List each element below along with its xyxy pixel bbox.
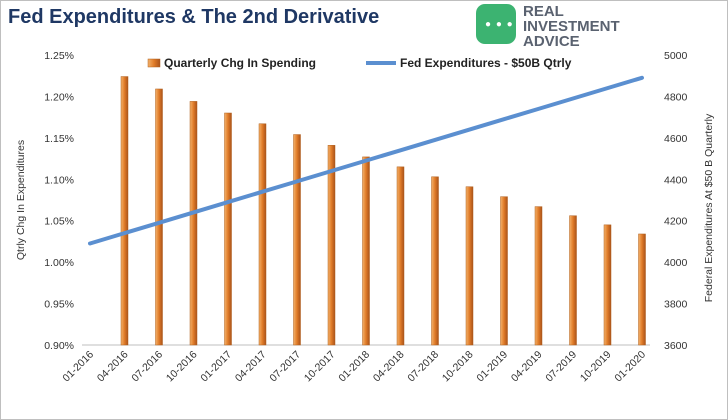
x-tick-label: 07-2019 xyxy=(543,349,579,385)
series-line xyxy=(88,75,644,246)
y2-tick-label: 5000 xyxy=(664,50,688,62)
bar xyxy=(362,156,370,346)
y2-tick-label: 4000 xyxy=(664,257,688,269)
x-tick-label: 01-2019 xyxy=(474,349,510,385)
bar xyxy=(638,233,646,346)
bar xyxy=(603,224,612,346)
y-tick-label: 1.05% xyxy=(44,216,74,228)
y-tick-label: 1.10% xyxy=(44,174,74,186)
x-tick-label: 07-2017 xyxy=(267,349,303,385)
y2-tick-label: 4200 xyxy=(664,216,688,228)
bar xyxy=(189,101,198,346)
bar xyxy=(120,76,129,346)
x-tick-label: 04-2019 xyxy=(509,349,545,385)
bar xyxy=(431,176,439,346)
y-tick-label: 1.20% xyxy=(44,91,74,103)
bar xyxy=(569,215,577,346)
bar xyxy=(224,112,232,346)
x-tick-label: 07-2016 xyxy=(129,349,165,385)
chat-bubble-icon: ● ● ● xyxy=(476,4,516,44)
x-tick-label: 10-2016 xyxy=(164,349,200,385)
bar xyxy=(396,166,405,346)
x-tick-label: 01-2016 xyxy=(60,349,96,385)
y-tick-label: 0.90% xyxy=(44,340,74,352)
brand-logo: ● ● ● REAL INVESTMENT ADVICE xyxy=(476,4,626,50)
bar xyxy=(327,145,336,346)
y2-tick-label: 4400 xyxy=(664,174,688,186)
x-tick-label: 04-2018 xyxy=(371,349,407,385)
x-tick-label: 10-2018 xyxy=(440,349,476,385)
y2-tick-label: 3800 xyxy=(664,299,688,311)
y-tick-label: 1.15% xyxy=(44,133,74,145)
x-tick-label: 10-2017 xyxy=(302,349,338,385)
bar xyxy=(293,134,301,346)
x-tick-label: 04-2016 xyxy=(95,349,131,385)
y2-tick-label: 4600 xyxy=(664,133,688,145)
logo-text: REAL INVESTMENT ADVICE xyxy=(523,3,620,50)
y2-axis-title: Federal Expenditures At $50 B Quarterly xyxy=(703,113,715,302)
x-tick-label: 07-2018 xyxy=(405,349,441,385)
y-tick-label: 0.95% xyxy=(44,299,74,311)
x-tick-label: 10-2019 xyxy=(578,349,614,385)
x-tick-label: 01-2017 xyxy=(198,349,234,385)
bar xyxy=(465,186,474,346)
x-tick-label: 04-2017 xyxy=(233,349,269,385)
x-tick-label: 01-2018 xyxy=(336,349,372,385)
bar xyxy=(258,123,267,346)
y-tick-label: 1.25% xyxy=(44,50,74,62)
bar xyxy=(534,206,543,346)
y2-tick-label: 3600 xyxy=(664,340,688,352)
y-axis-title: Qtrly Chg In Expenditures xyxy=(15,140,27,260)
bar xyxy=(155,88,163,346)
legend-bar-swatch xyxy=(147,58,161,68)
y-tick-label: 1.00% xyxy=(44,257,74,269)
x-tick-label: 01-2020 xyxy=(612,349,648,385)
legend-label-bars: Quarterly Chg In Spending xyxy=(164,56,316,70)
chart-title: Fed Expenditures & The 2nd Derivative xyxy=(8,6,380,28)
bar xyxy=(500,196,508,346)
legend-label-line: Fed Expenditures - $50B Qtrly xyxy=(400,56,572,70)
y2-tick-label: 4800 xyxy=(664,91,688,103)
